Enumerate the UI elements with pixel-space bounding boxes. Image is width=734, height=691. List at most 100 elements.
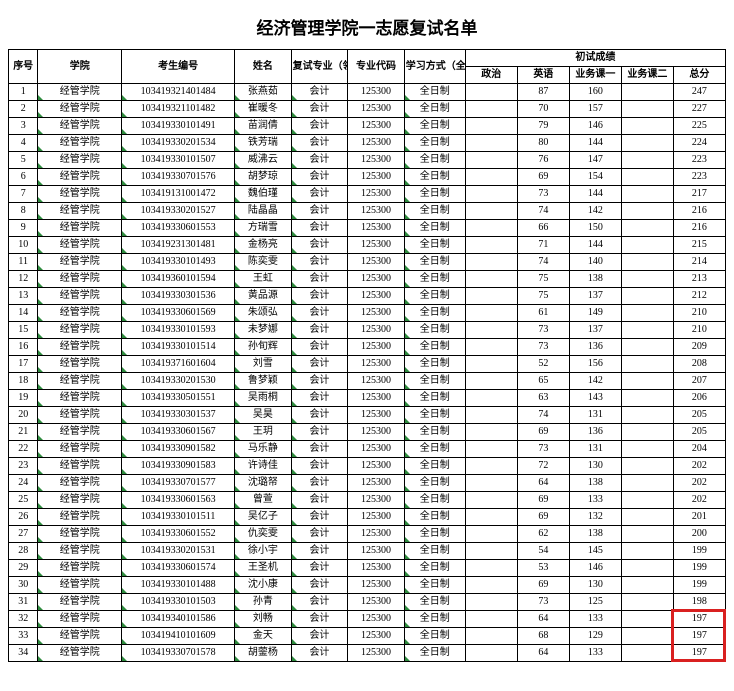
cell: 经管学院 [38, 186, 122, 203]
cell: 125300 [348, 152, 405, 169]
cell: 75 [517, 288, 569, 305]
cell: 威沸云 [235, 152, 292, 169]
cell: 会计 [291, 543, 348, 560]
cell: 会计 [291, 322, 348, 339]
cell: 会计 [291, 288, 348, 305]
cell: 会计 [291, 186, 348, 203]
cell: 吴亿子 [235, 509, 292, 526]
hdr-s3: 业务课一 [569, 67, 621, 84]
cell: 全日制 [404, 288, 465, 305]
cell: 125300 [348, 373, 405, 390]
cell: 103419330101593 [122, 322, 235, 339]
cell: 125300 [348, 645, 405, 662]
cell: 全日制 [404, 543, 465, 560]
table-row: 19经管学院103419330501551吴雨桐会计125300全日制63143… [9, 390, 726, 407]
cell: 144 [569, 186, 621, 203]
cell: 会计 [291, 118, 348, 135]
cell: 9 [9, 220, 38, 237]
cell: 146 [569, 118, 621, 135]
cell: 会计 [291, 390, 348, 407]
cell: 125300 [348, 101, 405, 118]
cell: 会计 [291, 594, 348, 611]
cell: 103419321101482 [122, 101, 235, 118]
cell: 142 [569, 373, 621, 390]
cell [465, 356, 517, 373]
cell: 103419330601553 [122, 220, 235, 237]
cell: 马乐静 [235, 441, 292, 458]
cell: 125300 [348, 322, 405, 339]
table-row: 18经管学院103419330201530鲁梦颖会计125300全日制65142… [9, 373, 726, 390]
cell: 全日制 [404, 645, 465, 662]
cell: 34 [9, 645, 38, 662]
cell: 25 [9, 492, 38, 509]
cell: 125300 [348, 237, 405, 254]
cell: 103419330701577 [122, 475, 235, 492]
cell [621, 339, 673, 356]
cell: 133 [569, 492, 621, 509]
cell: 6 [9, 169, 38, 186]
cell: 69 [517, 577, 569, 594]
table-container: 序号 学院 考生编号 姓名 复试专业（领域） 专业代码 学习方式（全/非全） 初… [8, 49, 726, 662]
cell: 5 [9, 152, 38, 169]
cell [465, 526, 517, 543]
cell [465, 390, 517, 407]
table-row: 31经管学院103419330101503孙青会计125300全日制731251… [9, 594, 726, 611]
cell [465, 169, 517, 186]
cell: 胡蓥杨 [235, 645, 292, 662]
cell: 227 [673, 101, 725, 118]
cell [621, 458, 673, 475]
cell: 125300 [348, 594, 405, 611]
cell: 会计 [291, 509, 348, 526]
cell: 会计 [291, 339, 348, 356]
cell: 徐小宇 [235, 543, 292, 560]
cell: 仇奕雯 [235, 526, 292, 543]
cell: 71 [517, 237, 569, 254]
cell [465, 322, 517, 339]
hdr-cand-id: 考生编号 [122, 50, 235, 84]
cell: 会计 [291, 203, 348, 220]
cell: 孙青 [235, 594, 292, 611]
cell: 全日制 [404, 322, 465, 339]
cell: 铁芳瑞 [235, 135, 292, 152]
cell: 全日制 [404, 594, 465, 611]
cell [465, 135, 517, 152]
table-row: 32经管学院103419340101586刘畅会计125300全日制641331… [9, 611, 726, 628]
cell [465, 220, 517, 237]
cell: 206 [673, 390, 725, 407]
cell: 陈奕雯 [235, 254, 292, 271]
cell [621, 135, 673, 152]
cell [621, 492, 673, 509]
cell: 许诗佳 [235, 458, 292, 475]
cell: 经管学院 [38, 475, 122, 492]
cell [465, 288, 517, 305]
cell: 125300 [348, 390, 405, 407]
cell: 213 [673, 271, 725, 288]
cell: 125300 [348, 407, 405, 424]
cell [621, 186, 673, 203]
cell: 103419330901582 [122, 441, 235, 458]
cell: 131 [569, 407, 621, 424]
cell: 125300 [348, 543, 405, 560]
cell: 138 [569, 475, 621, 492]
cell: 33 [9, 628, 38, 645]
cell: 全日制 [404, 305, 465, 322]
cell: 曾萱 [235, 492, 292, 509]
cell [621, 628, 673, 645]
cell: 8 [9, 203, 38, 220]
cell: 全日制 [404, 84, 465, 101]
cell [621, 356, 673, 373]
cell: 142 [569, 203, 621, 220]
cell [465, 186, 517, 203]
cell: 全日制 [404, 390, 465, 407]
cell [465, 203, 517, 220]
cell: 27 [9, 526, 38, 543]
hdr-study-mode: 学习方式（全/非全） [404, 50, 465, 84]
table-row: 26经管学院103419330101511吴亿子会计125300全日制69132… [9, 509, 726, 526]
cell: 144 [569, 135, 621, 152]
cell: 125300 [348, 475, 405, 492]
cell: 150 [569, 220, 621, 237]
cell: 145 [569, 543, 621, 560]
cell: 全日制 [404, 628, 465, 645]
cell: 经管学院 [38, 407, 122, 424]
cell: 125300 [348, 84, 405, 101]
